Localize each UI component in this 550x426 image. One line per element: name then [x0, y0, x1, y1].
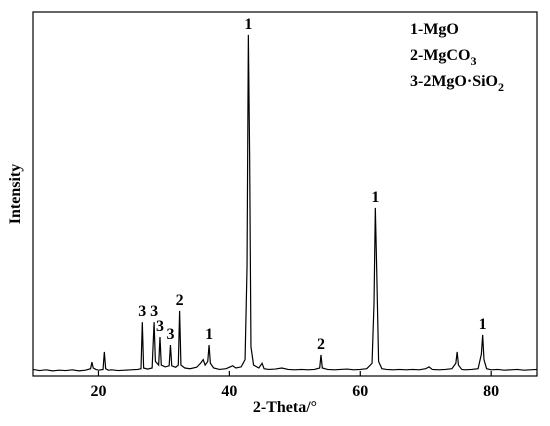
legend-entry: 1-MgO — [410, 21, 459, 38]
legend-entry: 2-MgCO3 — [410, 47, 476, 68]
legend-subscript: 2 — [498, 80, 504, 94]
legend-subscript: 3 — [470, 54, 476, 68]
y-axis-label: Intensity — [7, 164, 24, 224]
peak-label: 1 — [205, 326, 213, 343]
x-tick-label: 60 — [352, 383, 368, 400]
x-tick-label: 40 — [221, 383, 237, 400]
peak-label: 3 — [166, 326, 174, 343]
peak-label: 1 — [371, 189, 379, 206]
x-tick-label: 20 — [90, 383, 106, 400]
legend-text: 3-2MgO·SiO — [410, 73, 498, 90]
peak-label: 1 — [244, 16, 252, 33]
peak-label: 3 — [150, 303, 158, 320]
peak-label: 2 — [317, 336, 325, 353]
legend-text: 2-MgCO — [410, 47, 470, 64]
peak-label: 3 — [156, 318, 164, 335]
peak-label: 3 — [138, 303, 146, 320]
xrd-line — [32, 34, 538, 372]
legend-text: 1-MgO — [410, 21, 459, 38]
peak-label: 1 — [479, 316, 487, 333]
legend-entry: 3-2MgO·SiO2 — [410, 73, 504, 94]
x-axis-label: 2-Theta/° — [253, 399, 317, 416]
plot-frame — [32, 11, 538, 377]
x-tick-label: 80 — [483, 383, 499, 400]
peak-label: 2 — [176, 292, 184, 309]
